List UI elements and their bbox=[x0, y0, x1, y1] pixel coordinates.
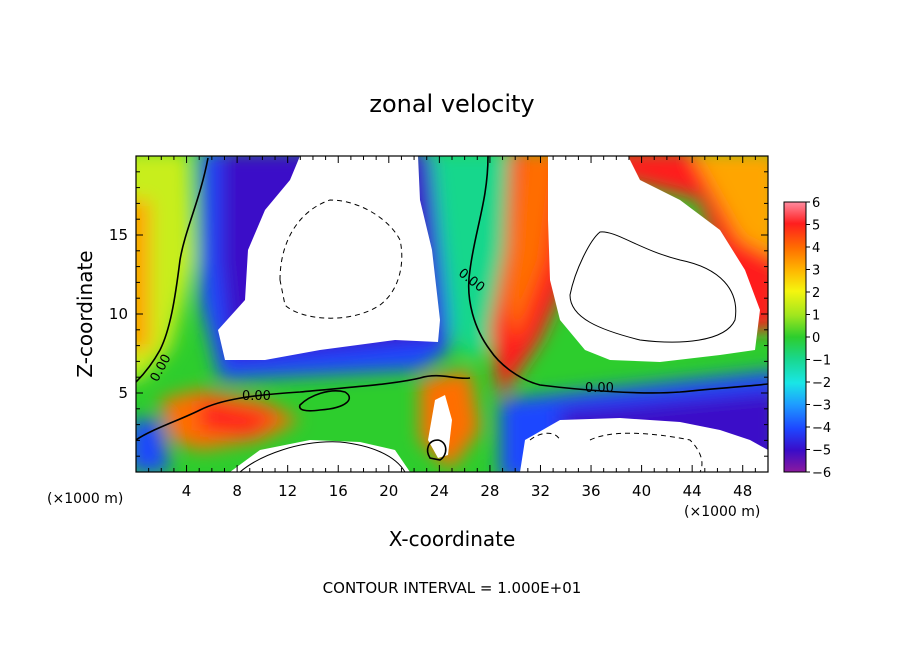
x-tick-label: 12 bbox=[278, 482, 297, 500]
colorbar-tick-label: 0 bbox=[812, 331, 820, 346]
white-region-center bbox=[428, 395, 452, 458]
colorbar-tick-label: 3 bbox=[812, 264, 820, 279]
chart-title: zonal velocity bbox=[369, 90, 534, 118]
x-tick-label: 28 bbox=[480, 482, 499, 500]
y-axis-ticks: 5 10 15 bbox=[109, 171, 768, 457]
contour-lines bbox=[136, 156, 768, 472]
y-tick-label: 5 bbox=[118, 384, 128, 402]
white-region-right bbox=[548, 156, 760, 362]
contour-interval-note: CONTOUR INTERVAL = 1.000E+01 bbox=[323, 579, 582, 597]
x-tick-label: 8 bbox=[232, 482, 242, 500]
colorbar-tick-label: 5 bbox=[812, 219, 820, 234]
colorbar-tick-label: 6 bbox=[812, 196, 820, 211]
x-tick-label: 36 bbox=[581, 482, 600, 500]
colorbar-tick-label: −6 bbox=[812, 466, 831, 481]
x-unit-left: (×1000 m) bbox=[47, 491, 123, 507]
x-tick-label: 44 bbox=[683, 482, 702, 500]
white-region-left bbox=[218, 156, 440, 360]
x-tick-label: 48 bbox=[733, 482, 752, 500]
x-tick-label: 40 bbox=[632, 482, 651, 500]
colorbar-tick-label: −5 bbox=[812, 444, 831, 459]
contour-label: 0.00 bbox=[242, 389, 271, 404]
x-tick-label: 24 bbox=[430, 482, 449, 500]
colorbar-tick-label: 1 bbox=[812, 309, 820, 324]
colorbar bbox=[783, 201, 807, 473]
x-unit-right: (×1000 m) bbox=[684, 504, 760, 520]
colorbar-tick-label: −2 bbox=[812, 376, 831, 391]
colorbar-tick-label: 2 bbox=[812, 286, 820, 301]
colorbar-tick-label: −4 bbox=[812, 421, 831, 436]
x-axis-label: X-coordinate bbox=[389, 527, 516, 551]
contour-label: 0.00 bbox=[585, 381, 614, 396]
y-axis-label: Z-coordinate bbox=[73, 250, 97, 377]
x-axis-ticks: 4 8 12 16 20 24 28 32 36 40 44 48 bbox=[148, 156, 756, 500]
x-tick-label: 32 bbox=[531, 482, 550, 500]
white-region-bottom-left bbox=[230, 440, 410, 472]
white-region-bottom-right bbox=[520, 418, 768, 472]
y-tick-label: 15 bbox=[109, 226, 128, 244]
plot-area bbox=[136, 156, 768, 472]
colorbar-tick-label: 4 bbox=[812, 241, 820, 256]
x-tick-label: 4 bbox=[182, 482, 192, 500]
colorbar-ticks: 6 5 4 3 2 1 0 −1 −2 −3 −4 −5 −6 bbox=[806, 196, 831, 481]
x-tick-label: 16 bbox=[329, 482, 348, 500]
colorbar-tick-label: −3 bbox=[812, 399, 831, 414]
x-tick-label: 20 bbox=[379, 482, 398, 500]
y-tick-label: 10 bbox=[109, 305, 128, 323]
colorbar-tick-label: −1 bbox=[812, 354, 831, 369]
